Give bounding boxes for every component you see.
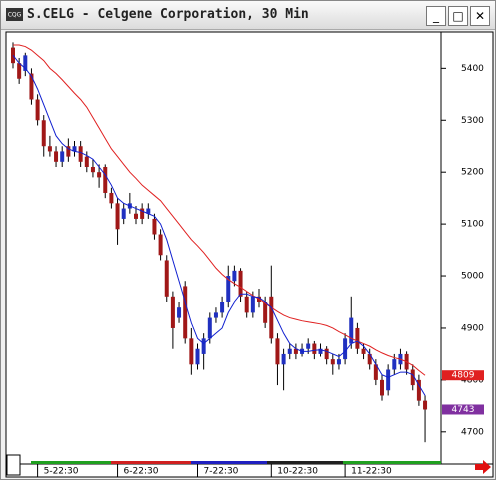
candle-body [392,359,397,370]
y-tick-label: 5000 [461,272,484,282]
candle-body [306,343,311,349]
moving-average-line [12,55,426,396]
candle-body [232,270,237,282]
y-tick-label: 5100 [461,220,484,230]
app-icon: CQG [6,8,23,21]
candle-body [121,208,126,219]
candle-body [189,338,194,365]
day-strip [267,461,343,464]
svg-text:CQG: CQG [8,12,22,19]
time-axis [5,463,494,478]
candle-body [410,369,415,386]
candle-body [207,317,212,339]
candle-body [97,172,102,178]
candle-body [152,218,157,235]
candle-body [66,146,71,157]
day-strip [31,461,111,464]
candle-body [220,302,225,313]
title-bar: CQG S.CELG - Celgene Corporation, 30 Min… [1,1,495,30]
x-tick-label: 5-22:30 [44,467,79,477]
candle-body [269,296,274,339]
price-marker [442,370,484,381]
candle-body [201,338,206,354]
candle-body [146,208,151,214]
y-tick-label: 5200 [461,168,484,178]
candle-body [103,167,108,193]
candle-body [343,338,348,360]
maximize-button[interactable]: □ [448,6,468,26]
candle-body [373,364,378,380]
candle-body [140,208,145,219]
candle-body [287,348,292,354]
candle-body [293,348,298,354]
minimize-button[interactable]: _ [426,6,446,26]
candle-body [275,338,280,365]
scroll-arrow[interactable] [475,460,491,474]
x-tick-label: 10-22:30 [277,467,318,477]
close-button[interactable]: ✕ [470,6,490,26]
candle-body [134,213,138,219]
candle-body [60,151,65,162]
candle-body [164,260,169,297]
candle-body [318,348,323,354]
candle-body [109,192,114,204]
candle-body [177,307,182,318]
y-tick-label: 5300 [461,116,484,126]
candle-body [35,99,40,121]
candle-body [170,296,175,328]
price-marker-label: 4743 [452,405,475,415]
day-strip [343,461,441,464]
candle-body [47,146,52,152]
candle-body [72,146,77,152]
candle-body [386,369,391,391]
x-tick-label: 7-22:30 [204,467,239,477]
candle-body [355,327,360,349]
candle-body [183,286,188,339]
candle-body [158,234,163,256]
candle-body [29,73,34,100]
candle-body [281,353,286,365]
candle-body [349,317,354,344]
candle-body [54,151,59,162]
day-strip [191,461,267,464]
candle-body [213,312,218,318]
chart-background [5,31,494,465]
window-title: S.CELG - Celgene Corporation, 30 Min [27,7,309,22]
candle-body [336,359,341,365]
candle-body [416,379,421,401]
x-tick-label: 6-22:30 [124,467,159,477]
candle-body [78,146,83,162]
candle-body [226,276,231,302]
candle-body [423,400,428,410]
price-marker-label: 4809 [452,371,475,381]
candle-body [115,203,120,230]
candle-body [324,348,329,360]
scroll-box[interactable] [6,454,21,476]
candle-body [330,359,335,365]
candle-body [380,379,384,396]
candle-body [17,63,22,79]
candle-body [244,296,249,313]
candle-body [238,270,243,297]
candle-body [90,167,95,173]
y-tick-label: 4700 [461,427,484,437]
candle-body [361,348,366,354]
candle-body [41,120,46,147]
y-tick-label: 4900 [461,323,484,333]
candle-body [195,348,200,365]
candle-body [367,353,372,365]
y-tick-label: 4800 [461,375,484,385]
candle-body [250,296,255,313]
y-tick-label: 5400 [461,64,484,74]
candle-body [23,55,28,71]
moving-average-line [13,44,426,376]
candle-body [312,343,317,354]
candle-body [263,302,268,323]
candle-body [84,156,89,167]
x-tick-label: 11-22:30 [351,467,392,477]
day-strip [111,461,191,464]
price-marker [442,404,484,415]
